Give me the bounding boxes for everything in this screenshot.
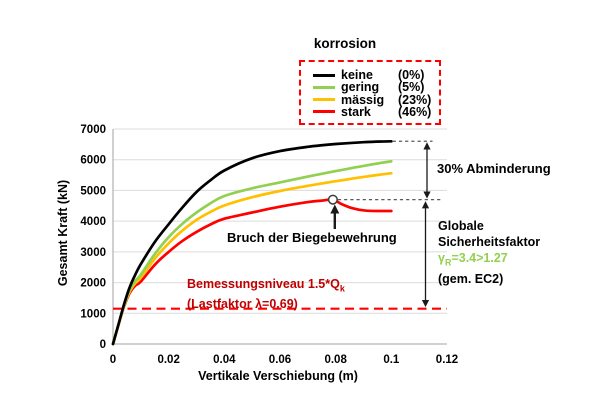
legend-label-stark: stark bbox=[341, 104, 371, 119]
annotation-globale-sicherheitsfaktor: Globale Sicherheitsfaktor γR=3.4>1.27 (g… bbox=[438, 218, 540, 287]
x-tick-label-0.04: 0.04 bbox=[213, 354, 236, 366]
annotation-bemessungsniveau: Bemessungsniveau 1.5*Qk (Lastfaktor λ=0.… bbox=[187, 277, 345, 312]
bemessung-main: Bemessungsniveau 1.5*Q bbox=[187, 277, 340, 291]
y-tick-label-0: 0 bbox=[100, 339, 106, 351]
legend-label-keine: keine bbox=[341, 68, 373, 82]
gamma-subscript: R bbox=[444, 257, 452, 268]
legend-pct-keine: (0%) bbox=[398, 68, 425, 82]
legend-swatch-keine bbox=[313, 73, 335, 77]
legend-swatch-stark bbox=[313, 110, 335, 114]
y-tick-label-4000: 4000 bbox=[80, 216, 106, 228]
legend-title: korrosion bbox=[313, 36, 377, 51]
y-tick-label-3000: 3000 bbox=[80, 247, 106, 259]
y-tick-label-7000: 7000 bbox=[80, 124, 106, 136]
annotation-30-percent-abminderung: 30% Abminderung bbox=[437, 161, 551, 176]
x-tick-label-0.08: 0.08 bbox=[324, 354, 347, 366]
legend-pct-gering: (5%) bbox=[398, 80, 425, 95]
arrowhead-up bbox=[423, 142, 431, 150]
x-tick-label-0.12: 0.12 bbox=[436, 354, 458, 366]
globale-gem-ec2: (gem. EC2) bbox=[438, 271, 504, 286]
legend-item-stark: stark (46%) bbox=[313, 106, 433, 118]
bemessung-subscript: k bbox=[339, 283, 345, 294]
x-axis-title: Vertikale Verschiebung (m) bbox=[198, 369, 358, 383]
bemessung-line1: Bemessungsniveau 1.5*Qk bbox=[187, 277, 345, 297]
globale-line1: Globale bbox=[438, 219, 484, 233]
y-tick-label-2000: 2000 bbox=[80, 278, 106, 290]
legend-pct-maessig: (23%) bbox=[398, 92, 432, 107]
y-tick-label-6000: 6000 bbox=[80, 155, 106, 167]
series-curve-keine bbox=[111, 139, 393, 346]
legend-pct-stark: (46%) bbox=[398, 104, 432, 119]
series-curve-gering bbox=[111, 159, 393, 346]
x-tick-label-0.02: 0.02 bbox=[157, 354, 179, 366]
arrowhead-down bbox=[423, 191, 431, 199]
gamma-comparison: =3.4>1.27 bbox=[451, 251, 508, 265]
failure-point-marker bbox=[327, 194, 338, 205]
annotation-bruch-der-biegebewehrung: Bruch der Biegebewehrung bbox=[227, 230, 397, 245]
y-axis-title: Gesamt Kraft (kN) bbox=[56, 179, 70, 287]
globale-gamma-value: γR=3.4>1.27 bbox=[438, 250, 540, 271]
legend-item-gering: gering (5%) bbox=[313, 80, 433, 95]
x-tick-label-0.06: 0.06 bbox=[269, 354, 291, 366]
y-tick-label-5000: 5000 bbox=[80, 185, 106, 197]
legend-swatch-gering bbox=[313, 85, 335, 89]
bemessung-line2: (Lastfaktor λ=0.69) bbox=[187, 296, 298, 311]
arrowhead-down bbox=[421, 299, 430, 308]
series-curve-mässig bbox=[111, 171, 393, 346]
gamma-symbol: γ bbox=[438, 251, 445, 265]
globale-line2: Sicherheitsfaktor bbox=[438, 235, 541, 249]
arrowhead-up bbox=[330, 204, 340, 214]
legend-item-keine: keine (0%) bbox=[313, 69, 433, 81]
legend-swatch-maessig bbox=[313, 98, 335, 102]
legend-label-gering: gering bbox=[341, 80, 380, 95]
legend-item-maessig: mässig (23%) bbox=[313, 92, 433, 107]
y-tick-label-1000: 1000 bbox=[80, 308, 106, 320]
legend-label-maessig: mässig bbox=[341, 92, 385, 107]
x-tick-label-0: 0 bbox=[110, 354, 116, 366]
arrowhead-up bbox=[421, 201, 430, 209]
x-tick-label-0.1: 0.1 bbox=[383, 354, 400, 366]
legend-box: keine (0%) gering (5%) mässig (23%) star… bbox=[299, 60, 441, 125]
